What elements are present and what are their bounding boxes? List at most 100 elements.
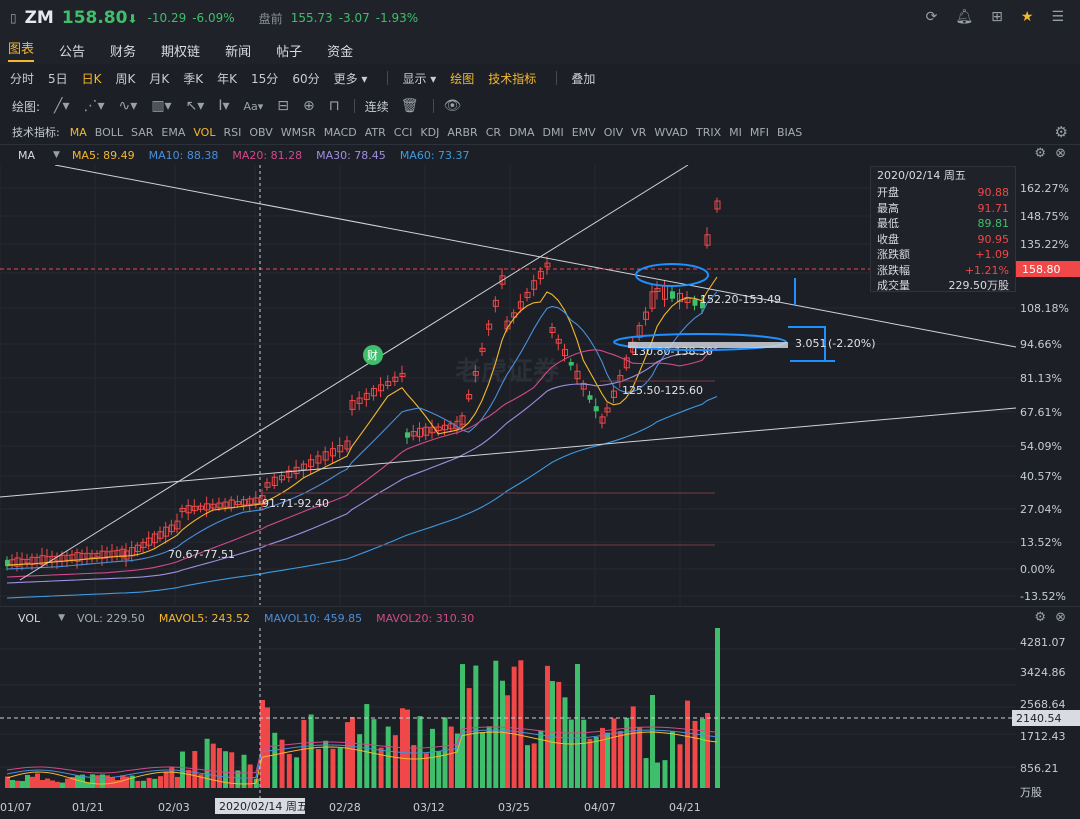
tab-4[interactable]: 新闻: [225, 44, 252, 60]
volume-bar: [25, 774, 30, 788]
volume-bar: [315, 749, 321, 788]
refresh-icon[interactable]: ⟳: [925, 9, 938, 25]
indicator-vol[interactable]: VOL: [193, 125, 216, 139]
period-3[interactable]: 周K: [115, 71, 136, 86]
indicator-arbr[interactable]: ARBR: [447, 125, 478, 139]
overlay-button[interactable]: 叠加: [571, 71, 596, 86]
indicator-cci[interactable]: CCI: [393, 125, 413, 139]
arrow-tool-icon[interactable]: ↖▾: [185, 98, 205, 114]
text-tool-icon[interactable]: Aa▾: [243, 99, 264, 113]
more-icon[interactable]: ☰: [1051, 9, 1064, 25]
period-6[interactable]: 年K: [217, 71, 238, 86]
ma-close-icon[interactable]: ⊗: [1055, 146, 1066, 161]
indicator-obv[interactable]: OBV: [249, 125, 273, 139]
candle-body: [140, 541, 147, 549]
indicator-mfi[interactable]: MFI: [749, 125, 769, 139]
candle-body: [119, 548, 126, 558]
candle-body: [253, 497, 260, 505]
magnet-tool-icon[interactable]: ⊓: [328, 98, 340, 114]
indicator-rsi[interactable]: RSI: [223, 125, 242, 139]
volume-bar: [486, 726, 492, 788]
period-5[interactable]: 季K: [183, 71, 204, 86]
indicator-macd[interactable]: MACD: [323, 125, 357, 139]
vol-dropdown-icon[interactable]: ▼: [58, 613, 66, 623]
zoom-tool-icon[interactable]: ⊕: [303, 98, 315, 114]
price-tool-icon[interactable]: I▾: [218, 98, 230, 114]
settings-gear-icon[interactable]: ⚙: [1054, 123, 1068, 141]
ma-settings-icon[interactable]: ⚙: [1034, 146, 1046, 161]
indicator-mi[interactable]: MI: [729, 125, 742, 139]
indicator-bias[interactable]: BIAS: [776, 125, 803, 139]
bell-icon[interactable]: 🔔︎: [955, 9, 974, 25]
line-tool-icon[interactable]: ╱▾: [54, 98, 70, 114]
star-icon[interactable]: ★: [1020, 9, 1034, 25]
volume-bar: [192, 751, 198, 788]
indicator-cr[interactable]: CR: [485, 125, 502, 139]
sidebar-toggle-icon[interactable]: ▯: [10, 11, 17, 25]
vol-settings-icon[interactable]: ⚙: [1034, 610, 1046, 625]
price-change-pct: -6.09%: [192, 11, 235, 25]
trash-icon[interactable]: 🗑︎: [400, 98, 419, 114]
volume-bar: [279, 739, 285, 788]
indicator-dmi[interactable]: DMI: [542, 125, 564, 139]
volume-bar: [105, 775, 110, 788]
display-menu[interactable]: 显示 ▾: [402, 71, 437, 86]
indicator-dma[interactable]: DMA: [509, 125, 535, 139]
indicator-kdj[interactable]: KDJ: [420, 125, 440, 139]
tab-6[interactable]: 资金: [327, 44, 354, 60]
tab-1[interactable]: 公告: [59, 44, 86, 60]
candle-body: [574, 370, 581, 380]
indicator-atr[interactable]: ATR: [364, 125, 386, 139]
candle-body: [448, 423, 455, 430]
tech-indicator-toggle[interactable]: 技术指标: [488, 71, 537, 86]
eye-icon[interactable]: 👁︎: [443, 98, 462, 114]
period-4[interactable]: 月K: [149, 71, 170, 86]
indicator-wvad[interactable]: WVAD: [654, 125, 689, 139]
candle-body: [349, 400, 356, 410]
wave-tool-icon[interactable]: ∿▾: [118, 98, 138, 114]
indicator-boll[interactable]: BOLL: [94, 125, 124, 139]
price-chart[interactable]: 老虎证券162.27%148.75%135.22%121.70%108.18%9…: [0, 165, 1080, 605]
period-7[interactable]: 15分: [251, 71, 279, 86]
period-2[interactable]: 日K: [81, 71, 102, 86]
tab-0[interactable]: 图表: [8, 38, 35, 62]
volume-bar: [210, 743, 216, 788]
indicator-vr[interactable]: VR: [631, 125, 647, 139]
drawing-toggle[interactable]: 绘图: [450, 71, 475, 86]
candle-body: [442, 424, 448, 431]
candle-body: [537, 270, 544, 280]
indicator-sar[interactable]: SAR: [131, 125, 154, 139]
hand-drawn-circle: [635, 263, 709, 287]
range-label: 91.71-92.40: [262, 497, 329, 510]
tab-3[interactable]: 期权链: [161, 44, 201, 60]
period-0[interactable]: 分时: [10, 71, 35, 86]
ma-dropdown-icon[interactable]: ▼: [53, 150, 60, 160]
ruler-tool-icon[interactable]: ⊟: [277, 98, 290, 114]
volume-bar: [169, 766, 175, 788]
period-9[interactable]: 更多 ▾: [333, 71, 368, 86]
volume-chart[interactable]: 4281.07 3424.86 2568.64 1712.43 856.21 万股 2140…: [0, 628, 1080, 819]
indicator-trix[interactable]: TRIX: [696, 125, 722, 139]
volume-bar: [662, 760, 668, 788]
fib-tool-icon[interactable]: ▥▾: [151, 98, 172, 114]
volume-bar: [480, 731, 485, 788]
volume-bar: [135, 780, 141, 788]
indicator-emv[interactable]: EMV: [571, 125, 596, 139]
earnings-badge[interactable]: [363, 345, 383, 365]
candle-body: [234, 501, 241, 506]
channel-tool-icon[interactable]: ⋰▾: [83, 98, 105, 114]
indicator-ma[interactable]: MA: [69, 125, 87, 139]
indicator-ema[interactable]: EMA: [161, 125, 186, 139]
continuous-draw-toggle[interactable]: 连续: [364, 99, 389, 114]
period-8[interactable]: 60分: [292, 71, 320, 86]
tab-2[interactable]: 财务: [110, 44, 137, 60]
period-1[interactable]: 5日: [48, 71, 68, 86]
indicator-oiv[interactable]: OIV: [603, 125, 624, 139]
indicator-wmsr[interactable]: WMSR: [280, 125, 316, 139]
volume-bar: [350, 717, 355, 788]
volume-bar: [518, 660, 524, 788]
volume-bar: [545, 665, 550, 788]
grid-icon[interactable]: ⊞: [991, 9, 1003, 25]
tab-5[interactable]: 帖子: [276, 44, 303, 60]
vol-close-icon[interactable]: ⊗: [1055, 610, 1066, 625]
